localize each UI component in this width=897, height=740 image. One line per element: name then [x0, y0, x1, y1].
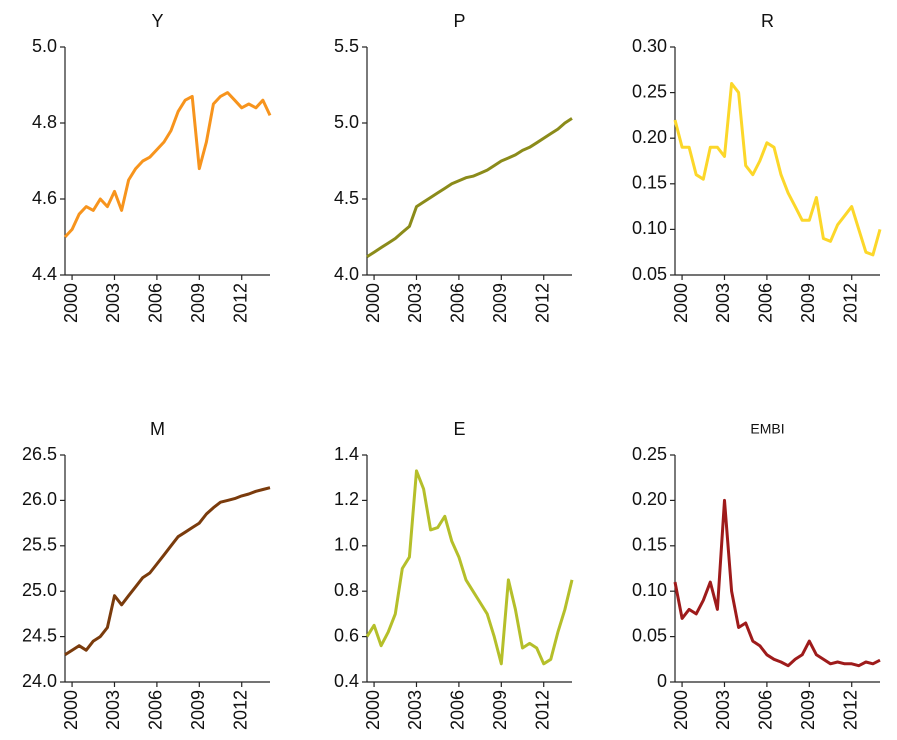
- chart-title: E: [453, 419, 465, 439]
- x-tick-label: 2003: [713, 690, 733, 730]
- y-tick-label: 0.20: [632, 127, 667, 147]
- series-line: [673, 82, 882, 257]
- x-tick-label: 2012: [532, 690, 552, 730]
- x-tick-label: 2009: [798, 283, 818, 323]
- x-tick-label: 2006: [146, 690, 166, 730]
- x-tick-label: 2006: [448, 283, 468, 323]
- chart-title: R: [761, 11, 774, 31]
- y-tick-label: 0.25: [632, 444, 667, 464]
- x-tick-label: 2006: [146, 283, 166, 323]
- chart-title: M: [150, 419, 165, 439]
- x-tick-label: 2000: [671, 690, 691, 730]
- x-tick-label: 2012: [840, 690, 860, 730]
- y-tick-label: 1.4: [334, 444, 359, 464]
- y-tick-label: 4.4: [32, 264, 57, 284]
- x-tick-label: 2009: [188, 690, 208, 730]
- x-tick-label: 2009: [188, 283, 208, 323]
- x-tick-label: 2012: [532, 283, 552, 323]
- y-tick-label: 4.6: [32, 188, 57, 208]
- y-tick-label: 25.0: [22, 580, 57, 600]
- x-tick-label: 2000: [61, 690, 81, 730]
- y-tick-label: 0.30: [632, 36, 667, 56]
- y-tick-label: 0: [657, 671, 667, 691]
- y-tick-label: 4.0: [334, 264, 359, 284]
- y-tick-label: 0.20: [632, 489, 667, 509]
- x-tick-label: 2012: [230, 283, 250, 323]
- y-tick-label: 4.8: [32, 112, 57, 132]
- series-line: [64, 486, 271, 657]
- y-tick-label: 24.5: [22, 625, 57, 645]
- series-line: [673, 498, 881, 668]
- chart-title: EMBI: [750, 421, 784, 437]
- y-tick-label: 0.10: [632, 218, 667, 238]
- y-tick-label: 1.0: [334, 535, 359, 555]
- y-tick-label: 4.5: [334, 188, 359, 208]
- x-tick-label: 2009: [490, 690, 510, 730]
- y-tick-label: 26.0: [22, 489, 57, 509]
- y-tick-label: 0.05: [632, 264, 667, 284]
- x-tick-label: 2012: [840, 283, 860, 323]
- y-tick-label: 1.2: [334, 489, 359, 509]
- y-tick-label: 0.05: [632, 625, 667, 645]
- y-tick-label: 0.8: [334, 580, 359, 600]
- x-tick-label: 2012: [230, 690, 250, 730]
- x-tick-label: 2006: [756, 690, 776, 730]
- y-tick-label: 5.0: [334, 112, 359, 132]
- x-tick-label: 2000: [671, 283, 691, 323]
- y-tick-label: 0.10: [632, 580, 667, 600]
- y-tick-label: 0.6: [334, 625, 359, 645]
- x-tick-label: 2003: [405, 283, 425, 323]
- y-tick-label: 0.25: [632, 81, 667, 101]
- y-tick-label: 0.4: [334, 671, 359, 691]
- y-tick-label: 5.0: [32, 36, 57, 56]
- y-tick-label: 0.15: [632, 173, 667, 193]
- x-tick-label: 2006: [756, 283, 776, 323]
- x-tick-label: 2000: [61, 283, 81, 323]
- y-tick-label: 25.5: [22, 535, 57, 555]
- x-tick-label: 2003: [713, 283, 733, 323]
- x-tick-label: 2003: [103, 283, 123, 323]
- x-tick-label: 2003: [103, 690, 123, 730]
- y-tick-label: 5.5: [334, 36, 359, 56]
- series-line: [63, 91, 272, 239]
- series-line: [365, 469, 574, 666]
- x-tick-label: 2003: [405, 690, 425, 730]
- y-tick-label: 0.15: [632, 535, 667, 555]
- x-tick-label: 2009: [798, 690, 818, 730]
- x-tick-label: 2000: [363, 283, 383, 323]
- y-tick-label: 24.0: [22, 671, 57, 691]
- x-tick-label: 2000: [363, 690, 383, 730]
- x-tick-label: 2009: [490, 283, 510, 323]
- chart-title: P: [453, 11, 465, 31]
- chart-title: Y: [151, 11, 163, 31]
- series-line: [366, 117, 573, 259]
- y-tick-label: 26.5: [22, 444, 57, 464]
- x-tick-label: 2006: [448, 690, 468, 730]
